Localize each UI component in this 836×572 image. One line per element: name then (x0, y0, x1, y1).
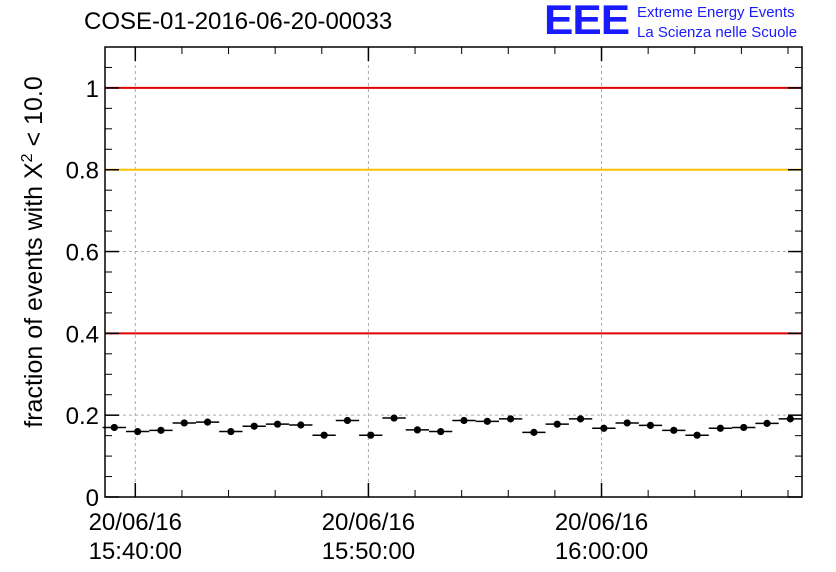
data-marker (530, 428, 538, 436)
reference-lines (105, 86, 802, 335)
data-marker (110, 423, 118, 432)
data-point (592, 424, 616, 432)
data-point (289, 421, 313, 429)
data-point (778, 415, 802, 423)
data-marker (273, 420, 282, 428)
y-tick-label: 0.2 (66, 403, 99, 430)
data-point (102, 423, 126, 432)
data-marker (763, 419, 771, 427)
data-point (429, 427, 453, 436)
data-point (452, 416, 476, 425)
data-point (732, 423, 756, 432)
data-points (102, 414, 802, 439)
data-marker (507, 415, 515, 423)
data-point (242, 422, 266, 430)
x-tick-time-label: 16:00:00 (555, 538, 648, 565)
data-point (149, 426, 173, 434)
chart-title: COSE-01-2016-06-20-00033 (84, 8, 393, 35)
data-point (638, 421, 663, 430)
y-tick-label: 0.8 (66, 158, 99, 185)
x-tick-time-label: 15:50:00 (322, 538, 415, 565)
y-tick-label: 1 (86, 76, 99, 103)
y-axis-label: fraction of events with X2 < 10.0 (19, 76, 48, 427)
data-marker (483, 417, 491, 425)
y-tick-labels: 0 0.2 0.4 0.6 0.8 1 (66, 76, 99, 512)
data-point (265, 420, 290, 428)
data-marker (623, 419, 631, 427)
y-tick-label: 0.6 (66, 240, 99, 267)
data-marker (693, 431, 701, 439)
y-axis-label-superscript: 2 (19, 153, 36, 162)
logo-line-2: La Scienza nelle Scuole (637, 24, 798, 41)
data-point (685, 431, 709, 439)
data-marker (413, 426, 421, 434)
data-marker (367, 431, 375, 439)
data-point (662, 426, 686, 434)
data-point (615, 419, 639, 427)
x-tick-date-label: 20/06/16 (555, 509, 648, 536)
y-tick-label: 0 (86, 485, 99, 512)
data-point (568, 415, 593, 423)
data-marker (646, 421, 655, 430)
data-point (172, 419, 196, 427)
data-marker (437, 427, 445, 436)
data-marker (670, 426, 678, 434)
plot-frame (104, 46, 803, 498)
x-tick-time-label: 15:40:00 (89, 538, 182, 565)
data-marker (576, 415, 585, 423)
data-marker (786, 415, 794, 423)
data-point (195, 418, 220, 426)
data-point (335, 416, 360, 425)
x-tick-date-label: 20/06/16 (322, 509, 415, 536)
x-tick-date-label: 20/06/16 (89, 509, 182, 536)
data-marker (460, 416, 468, 425)
data-marker (203, 418, 212, 426)
data-marker (553, 420, 561, 428)
logo-line-1: Extreme Energy Events (637, 4, 795, 21)
data-marker (320, 431, 328, 439)
data-point (405, 426, 430, 434)
data-marker (740, 423, 748, 432)
data-marker (250, 422, 258, 430)
y-axis-label-threshold: < 10.0 (20, 76, 48, 153)
data-point (498, 415, 523, 423)
data-marker (390, 414, 398, 422)
data-marker (297, 421, 305, 429)
data-point (755, 419, 779, 427)
data-marker (343, 416, 352, 425)
data-marker (157, 426, 165, 434)
data-marker (134, 427, 142, 436)
grid-lines (105, 47, 802, 497)
data-point (545, 420, 569, 428)
data-point (382, 414, 406, 422)
data-point (359, 431, 383, 439)
data-point (522, 428, 546, 436)
data-point (708, 424, 733, 432)
y-axis-label-main: fraction of events with X (20, 162, 48, 428)
axis-ticks (105, 47, 802, 498)
data-marker (227, 427, 235, 436)
data-marker (716, 424, 725, 432)
eee-logo-mark: EEE (544, 0, 630, 44)
data-point (475, 417, 499, 425)
x-tick-labels: 20/06/1615:40:0020/06/1615:50:0020/06/16… (89, 509, 649, 565)
data-marker (180, 419, 188, 427)
data-point (219, 427, 243, 436)
y-tick-label: 0.4 (66, 321, 99, 348)
data-marker (600, 424, 608, 432)
data-point (125, 427, 150, 436)
data-point (312, 431, 336, 439)
